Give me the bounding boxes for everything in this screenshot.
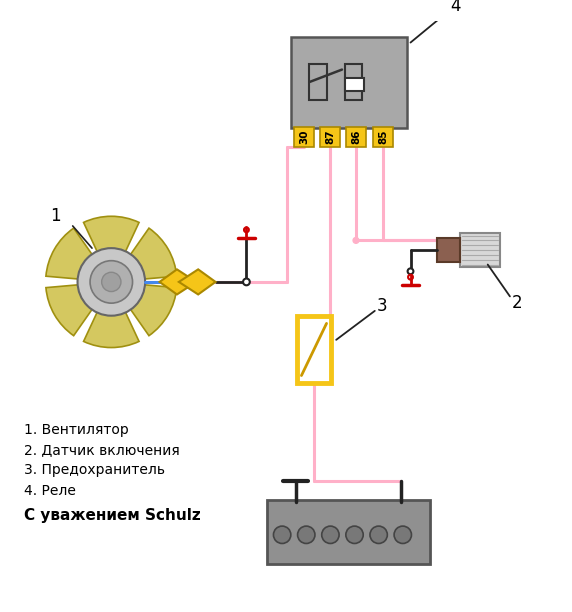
Text: 87: 87 bbox=[325, 130, 335, 144]
Text: 3. Предохранитель: 3. Предохранитель bbox=[25, 463, 165, 477]
Text: С уважением Schulz: С уважением Schulz bbox=[25, 508, 201, 523]
Bar bbox=[297, 316, 331, 383]
Bar bbox=[345, 78, 364, 91]
Bar bbox=[320, 127, 340, 147]
Bar bbox=[436, 239, 460, 262]
Text: 2. Датчик включения: 2. Датчик включения bbox=[25, 443, 180, 457]
FancyBboxPatch shape bbox=[291, 37, 407, 129]
Circle shape bbox=[243, 278, 250, 285]
Circle shape bbox=[273, 526, 291, 543]
Polygon shape bbox=[160, 269, 196, 294]
Circle shape bbox=[321, 526, 339, 543]
Text: 4: 4 bbox=[451, 0, 461, 15]
Circle shape bbox=[408, 275, 413, 280]
Text: 4. Реле: 4. Реле bbox=[25, 483, 76, 498]
Polygon shape bbox=[179, 269, 216, 294]
Circle shape bbox=[346, 526, 363, 543]
FancyBboxPatch shape bbox=[267, 500, 430, 564]
Circle shape bbox=[408, 269, 414, 274]
Text: 30: 30 bbox=[299, 130, 309, 144]
Wedge shape bbox=[112, 282, 177, 335]
Wedge shape bbox=[46, 228, 112, 282]
Bar bbox=[346, 127, 366, 147]
Bar bbox=[345, 64, 362, 100]
Bar bbox=[293, 127, 314, 147]
Circle shape bbox=[353, 237, 359, 244]
Wedge shape bbox=[112, 228, 177, 282]
Text: 86: 86 bbox=[351, 130, 361, 144]
Circle shape bbox=[102, 272, 121, 291]
Bar bbox=[460, 233, 500, 267]
Text: 85: 85 bbox=[378, 130, 388, 144]
Text: 1: 1 bbox=[50, 207, 61, 225]
Text: 1. Вентилятор: 1. Вентилятор bbox=[25, 423, 129, 437]
Circle shape bbox=[297, 526, 315, 543]
Circle shape bbox=[394, 526, 411, 543]
Wedge shape bbox=[84, 282, 139, 348]
Circle shape bbox=[370, 526, 387, 543]
Wedge shape bbox=[46, 282, 112, 335]
Circle shape bbox=[90, 261, 133, 303]
Circle shape bbox=[244, 228, 249, 233]
Bar bbox=[309, 64, 327, 100]
Text: 3: 3 bbox=[376, 297, 387, 315]
Bar bbox=[373, 127, 393, 147]
Circle shape bbox=[78, 248, 145, 316]
Wedge shape bbox=[84, 216, 139, 282]
Text: 2: 2 bbox=[511, 294, 522, 312]
